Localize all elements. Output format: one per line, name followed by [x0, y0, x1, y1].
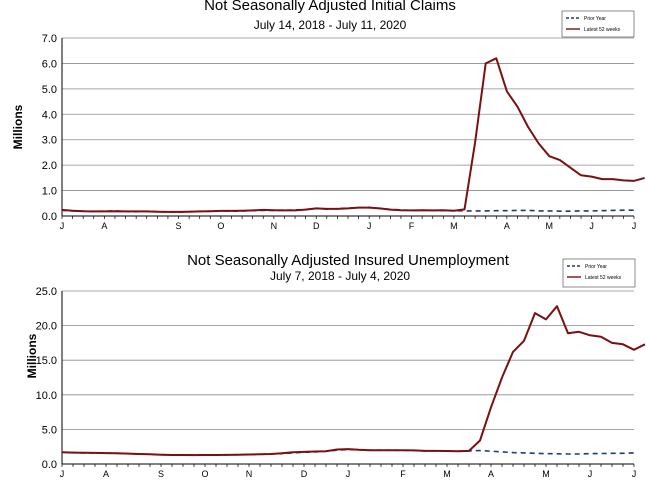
x-tick-label: D	[313, 221, 320, 231]
x-tick-label: M	[443, 469, 451, 479]
x-tick-label: F	[409, 221, 415, 231]
legend-label: Prior Year	[584, 16, 606, 22]
y-tick-label: 4.0	[42, 109, 57, 121]
y-tick-label: 10.0	[36, 390, 57, 402]
y-axis-label: Millions	[25, 333, 39, 378]
series-line-latest-52-weeks	[61, 57, 645, 213]
x-tick-label: M	[546, 221, 554, 231]
x-tick-label: J	[589, 221, 594, 231]
legend-box	[561, 10, 635, 38]
chart-subtitle: July 7, 2018 - July 4, 2020	[270, 269, 410, 283]
y-tick-label: 1.0	[42, 186, 57, 198]
chart-title: Not Seasonally Adjusted Insured Unemploy…	[187, 252, 510, 269]
y-tick-label: 25.0	[36, 286, 57, 298]
x-tick-label: S	[158, 469, 164, 479]
y-tick-label: 20.0	[36, 321, 57, 333]
x-tick-label: F	[400, 469, 406, 479]
x-tick-label: J	[367, 221, 372, 231]
legend-label: Latest 52 weeks	[585, 275, 622, 281]
chart-subtitle: July 14, 2018 - July 11, 2020	[254, 18, 407, 32]
x-tick-label: J	[60, 469, 65, 479]
chart-title: Not Seasonally Adjusted Initial Claims	[204, 0, 456, 14]
x-tick-label: J	[632, 469, 637, 479]
legend-label: Latest 52 weeks	[584, 27, 621, 33]
x-tick-label: N	[246, 469, 253, 479]
x-tick-label: J	[632, 221, 637, 231]
y-tick-label: 3.0	[42, 135, 57, 147]
legend: Prior Year Latest 52 weeks	[562, 258, 636, 288]
x-tick-label: J	[588, 469, 593, 479]
y-axis-label: Millions	[11, 104, 25, 149]
y-tick-label: 5.0	[42, 84, 57, 96]
y-tick-label: 6.0	[42, 58, 57, 70]
x-tick-label: D	[301, 469, 308, 479]
x-tick-label: N	[271, 221, 278, 231]
x-tick-label: A	[504, 221, 510, 231]
y-tick-label: 2.0	[42, 160, 57, 172]
y-tick-label: 0.0	[42, 211, 57, 223]
x-tick-label: O	[217, 221, 224, 231]
x-tick-label: J	[346, 469, 351, 479]
legend-label: Prior Year	[585, 264, 607, 270]
y-tick-label: 0.0	[42, 459, 57, 471]
chart-panel-1: Not Seasonally Adjusted Initial Claims Ju…	[11, 0, 645, 231]
y-tick-label: 7.0	[42, 33, 57, 45]
x-tick-label: O	[201, 469, 208, 479]
chart-panel-2: Not Seasonally Adjusted Insured Unemploy…	[25, 252, 646, 479]
legend-box	[562, 258, 636, 288]
x-tick-label: S	[176, 221, 182, 231]
x-tick-label: M	[542, 469, 550, 479]
x-tick-label: M	[450, 221, 458, 231]
x-tick-label: A	[488, 469, 494, 479]
series-line-latest-52-weeks	[61, 305, 646, 457]
y-tick-label: 5.0	[42, 424, 57, 436]
x-tick-label: J	[60, 221, 65, 231]
legend: Prior Year Latest 52 weeks	[561, 10, 635, 38]
y-tick-label: 15.0	[36, 355, 57, 367]
x-tick-label: A	[101, 221, 107, 231]
series-line-prior-year	[61, 206, 634, 213]
x-tick-label: A	[103, 469, 109, 479]
